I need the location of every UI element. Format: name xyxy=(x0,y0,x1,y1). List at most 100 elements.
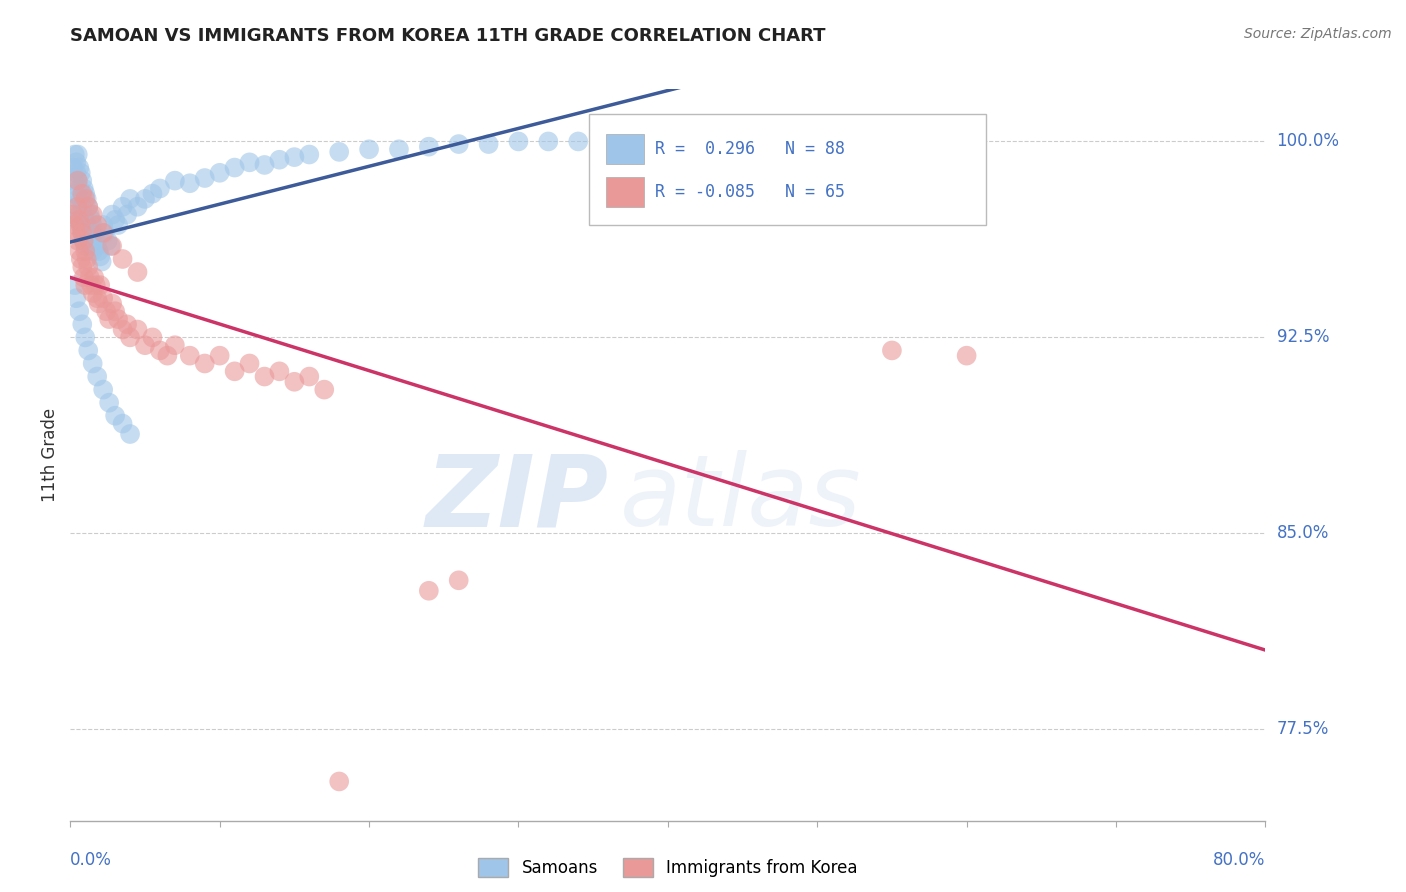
Point xyxy=(89,249,111,263)
Point xyxy=(65,200,87,214)
Point xyxy=(79,270,101,285)
Point xyxy=(63,278,86,293)
Point xyxy=(75,212,97,227)
Point xyxy=(75,239,97,253)
Text: SAMOAN VS IMMIGRANTS FROM KOREA 11TH GRADE CORRELATION CHART: SAMOAN VS IMMIGRANTS FROM KOREA 11TH GRA… xyxy=(70,27,825,45)
Point xyxy=(224,364,246,378)
Point xyxy=(62,161,84,175)
Point xyxy=(208,166,231,180)
Point xyxy=(70,226,93,240)
Point xyxy=(63,186,86,201)
Point xyxy=(359,142,381,156)
Point xyxy=(418,583,440,598)
Legend: Samoans, Immigrants from Korea: Samoans, Immigrants from Korea xyxy=(470,849,866,886)
Point xyxy=(65,226,87,240)
Point xyxy=(111,200,134,214)
Point xyxy=(508,135,530,149)
Point xyxy=(283,150,305,164)
Point xyxy=(67,161,90,175)
Point xyxy=(76,192,98,206)
Text: 0.0%: 0.0% xyxy=(70,851,112,869)
Point xyxy=(127,200,149,214)
Point xyxy=(388,142,411,156)
Point xyxy=(79,234,101,248)
Point xyxy=(66,200,89,214)
Point xyxy=(120,330,141,344)
Point xyxy=(69,166,91,180)
Point xyxy=(567,135,589,149)
Point xyxy=(73,234,96,248)
Point xyxy=(149,343,172,358)
Point xyxy=(156,349,179,363)
Point xyxy=(70,318,93,332)
Point xyxy=(194,171,217,186)
Point xyxy=(104,212,127,227)
Point xyxy=(77,226,100,240)
Point xyxy=(107,312,129,326)
Point xyxy=(67,181,90,195)
Point xyxy=(66,234,89,248)
Point xyxy=(239,155,262,169)
Point xyxy=(75,278,97,293)
Point xyxy=(447,137,470,152)
Text: Source: ZipAtlas.com: Source: ZipAtlas.com xyxy=(1244,27,1392,41)
Point xyxy=(69,218,91,232)
Point xyxy=(141,186,163,201)
Point xyxy=(163,174,186,188)
Point xyxy=(83,226,105,240)
Point xyxy=(134,338,156,352)
Point xyxy=(70,260,93,274)
Point xyxy=(298,147,321,161)
Point xyxy=(115,318,138,332)
Point xyxy=(82,285,104,300)
Point xyxy=(67,304,90,318)
Point xyxy=(269,153,291,167)
Point xyxy=(82,244,104,259)
Point xyxy=(77,200,100,214)
Point xyxy=(98,395,121,409)
Point xyxy=(83,270,105,285)
Point xyxy=(149,181,172,195)
Point xyxy=(69,252,91,266)
Point xyxy=(101,296,124,310)
Point xyxy=(76,252,98,266)
Point xyxy=(298,369,321,384)
Point xyxy=(67,244,90,259)
Point xyxy=(283,375,305,389)
Point xyxy=(134,192,156,206)
Point xyxy=(120,192,141,206)
Point xyxy=(65,155,87,169)
Point xyxy=(84,231,107,245)
Point xyxy=(73,181,96,195)
Point xyxy=(69,192,91,206)
Text: R =  0.296   N = 88: R = 0.296 N = 88 xyxy=(655,140,845,158)
Point xyxy=(127,322,149,336)
Point xyxy=(97,234,120,248)
Point xyxy=(537,135,560,149)
Point xyxy=(179,176,201,190)
Point xyxy=(111,252,134,266)
Point xyxy=(127,265,149,279)
Point xyxy=(82,218,104,232)
Text: 77.5%: 77.5% xyxy=(1277,720,1329,739)
Point xyxy=(239,357,262,371)
Point xyxy=(77,343,100,358)
Point xyxy=(90,254,112,268)
Point xyxy=(141,330,163,344)
Point xyxy=(75,330,97,344)
Point xyxy=(91,226,114,240)
Point xyxy=(86,218,108,232)
Point xyxy=(73,234,96,248)
Point xyxy=(96,304,118,318)
Point xyxy=(75,192,97,206)
Text: ZIP: ZIP xyxy=(425,450,609,548)
Point xyxy=(89,278,111,293)
Point xyxy=(79,208,101,222)
Point xyxy=(91,383,114,397)
Point xyxy=(65,291,87,305)
Point xyxy=(111,417,134,431)
Text: 80.0%: 80.0% xyxy=(1213,851,1265,869)
Point xyxy=(107,218,129,232)
Text: atlas: atlas xyxy=(620,450,862,548)
Point xyxy=(70,186,93,201)
